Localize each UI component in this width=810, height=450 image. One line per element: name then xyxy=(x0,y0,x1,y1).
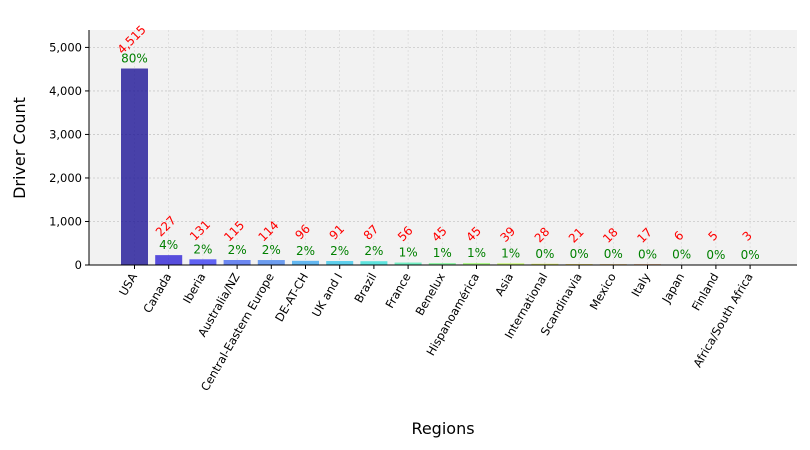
x-tick-label: Finland xyxy=(689,271,722,314)
percent-label: 2% xyxy=(330,244,349,258)
y-tick-label: 0 xyxy=(75,258,82,272)
x-tick-label: USA xyxy=(116,270,140,298)
bar-2 xyxy=(189,259,217,265)
y-tick-label: 4,000 xyxy=(49,84,82,98)
y-tick-label: 3,000 xyxy=(49,127,82,141)
percent-label: 2% xyxy=(193,242,212,256)
percent-label: 1% xyxy=(433,246,452,260)
x-tick-label: Canada xyxy=(140,271,174,316)
x-tick-label: Brazil xyxy=(351,271,379,306)
percent-label: 1% xyxy=(467,246,486,260)
bar-0 xyxy=(121,68,148,265)
percent-label: 1% xyxy=(501,246,520,260)
x-tick-label: Italy xyxy=(628,270,653,299)
x-tick-label: France xyxy=(382,271,413,311)
percent-label: 1% xyxy=(399,246,418,260)
y-tick-label: 1,000 xyxy=(49,214,82,228)
plot-background xyxy=(89,30,797,265)
bar-9 xyxy=(428,263,456,265)
percent-label: 0% xyxy=(570,247,589,261)
y-tick-label: 2,000 xyxy=(49,171,82,185)
bar-5 xyxy=(292,260,319,265)
bar-7 xyxy=(360,261,388,265)
gridlines xyxy=(89,30,797,265)
y-axis-ticks: 0 1,000 2,000 3,000 4,000 5,000 xyxy=(49,40,89,272)
bar-12 xyxy=(531,263,559,265)
bar-1 xyxy=(155,255,183,265)
x-tick-label: DE-AT-CH xyxy=(272,271,311,325)
x-tick-label: Mexico xyxy=(587,271,619,313)
bar-8 xyxy=(394,262,422,265)
y-axis-label: Driver Count xyxy=(10,97,29,199)
percent-label: 2% xyxy=(262,243,281,257)
y-tick-label: 5,000 xyxy=(49,40,82,54)
percent-label: 2% xyxy=(228,243,247,257)
bar-labels: 80%4,5154%2272%1312%1152%1142%962%912%87… xyxy=(115,23,760,262)
bar-10 xyxy=(463,263,490,265)
x-tick-label: Benelux xyxy=(412,270,448,318)
x-tick-label: Iberia xyxy=(180,271,208,306)
x-axis-label: Regions xyxy=(411,419,474,438)
x-tick-label: Japan xyxy=(659,271,688,307)
bar-4 xyxy=(257,260,285,265)
percent-label: 2% xyxy=(364,244,383,258)
percent-label: 0% xyxy=(741,248,760,262)
percent-label: 0% xyxy=(638,247,657,261)
percent-label: 0% xyxy=(535,247,554,261)
x-axis-ticks: USA Canada IberiaAustralia/NZCentral-Easte… xyxy=(116,265,756,393)
x-tick-label: UK and I xyxy=(309,271,345,320)
percent-label: 0% xyxy=(604,247,623,261)
percent-label: 4% xyxy=(159,238,178,252)
percent-label: 2% xyxy=(296,244,315,258)
bar-11 xyxy=(497,263,525,265)
percent-label: 0% xyxy=(706,248,725,262)
bar-6 xyxy=(326,261,354,265)
percent-label: 0% xyxy=(672,248,691,262)
bar-3 xyxy=(223,259,251,265)
percent-label: 80% xyxy=(121,52,148,66)
x-tick-label: Asia xyxy=(492,271,516,299)
